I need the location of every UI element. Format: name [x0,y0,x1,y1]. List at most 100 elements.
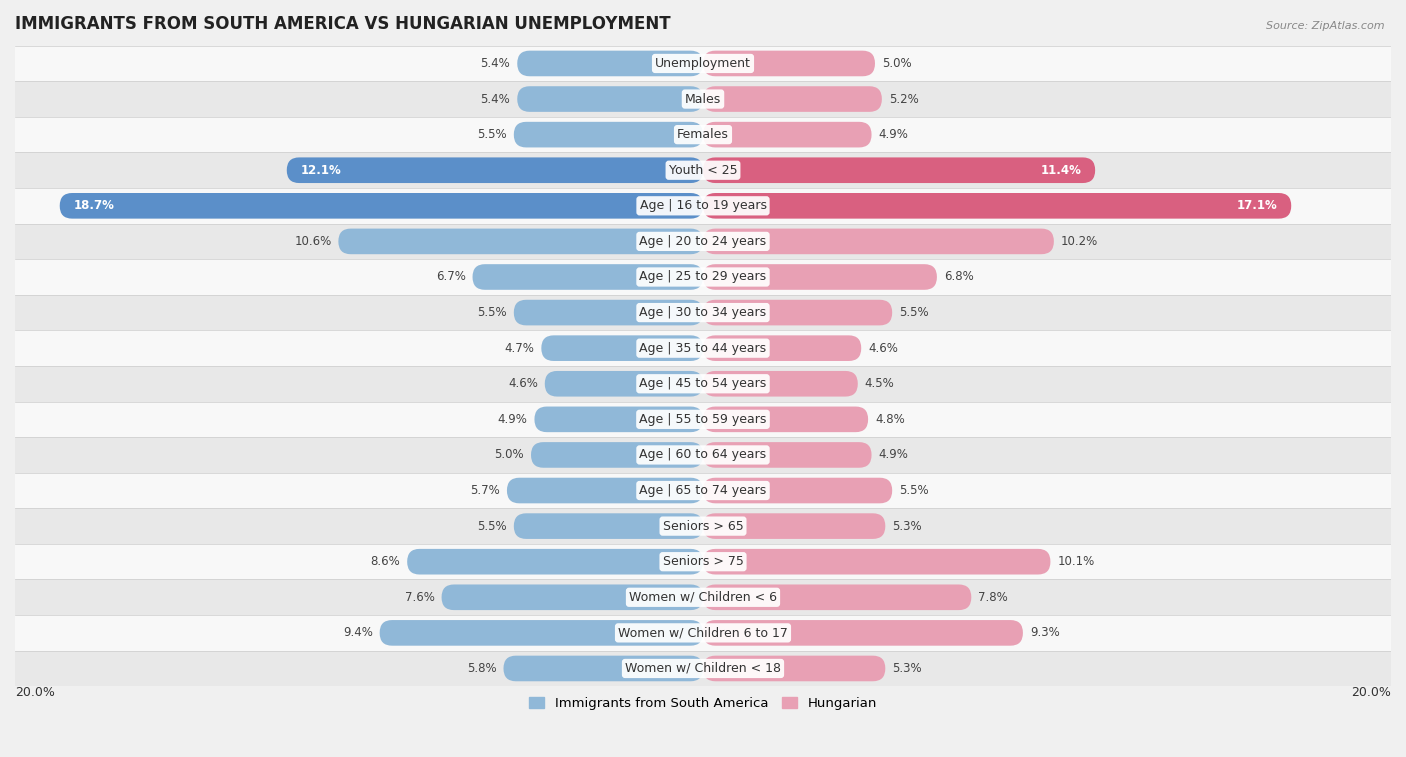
Text: 9.4%: 9.4% [343,626,373,640]
Text: IMMIGRANTS FROM SOUTH AMERICA VS HUNGARIAN UNEMPLOYMENT: IMMIGRANTS FROM SOUTH AMERICA VS HUNGARI… [15,15,671,33]
Text: 5.0%: 5.0% [882,57,911,70]
Text: Females: Females [678,128,728,141]
Text: Males: Males [685,92,721,105]
Text: 5.2%: 5.2% [889,92,918,105]
Bar [15,223,1391,259]
Text: 10.6%: 10.6% [294,235,332,248]
Text: 12.1%: 12.1% [301,164,342,176]
FancyBboxPatch shape [534,407,703,432]
Text: Seniors > 75: Seniors > 75 [662,555,744,569]
FancyBboxPatch shape [703,620,1024,646]
Bar [15,651,1391,687]
Legend: Immigrants from South America, Hungarian: Immigrants from South America, Hungarian [523,691,883,715]
FancyBboxPatch shape [703,335,862,361]
Text: 8.6%: 8.6% [371,555,401,569]
Text: 4.7%: 4.7% [505,341,534,355]
FancyBboxPatch shape [703,478,893,503]
Bar [15,544,1391,580]
Text: 5.5%: 5.5% [477,128,508,141]
Text: Age | 60 to 64 years: Age | 60 to 64 years [640,448,766,462]
FancyBboxPatch shape [408,549,703,575]
Text: 4.9%: 4.9% [879,128,908,141]
FancyBboxPatch shape [508,478,703,503]
FancyBboxPatch shape [703,264,936,290]
Text: Source: ZipAtlas.com: Source: ZipAtlas.com [1267,21,1385,31]
Text: 5.7%: 5.7% [470,484,501,497]
Text: 10.1%: 10.1% [1057,555,1094,569]
Text: Women w/ Children 6 to 17: Women w/ Children 6 to 17 [619,626,787,640]
FancyBboxPatch shape [513,122,703,148]
FancyBboxPatch shape [59,193,703,219]
FancyBboxPatch shape [703,407,868,432]
FancyBboxPatch shape [703,300,893,326]
Text: 11.4%: 11.4% [1040,164,1081,176]
FancyBboxPatch shape [287,157,703,183]
Text: 10.2%: 10.2% [1060,235,1098,248]
Text: 5.8%: 5.8% [467,662,496,675]
FancyBboxPatch shape [441,584,703,610]
FancyBboxPatch shape [703,549,1050,575]
Text: Age | 30 to 34 years: Age | 30 to 34 years [640,306,766,319]
Bar [15,615,1391,651]
FancyBboxPatch shape [703,584,972,610]
Text: Youth < 25: Youth < 25 [669,164,737,176]
FancyBboxPatch shape [339,229,703,254]
Text: 20.0%: 20.0% [1351,687,1391,699]
Text: 5.5%: 5.5% [898,306,929,319]
FancyBboxPatch shape [531,442,703,468]
Text: 5.3%: 5.3% [893,519,922,533]
Bar [15,437,1391,472]
FancyBboxPatch shape [703,442,872,468]
FancyBboxPatch shape [703,122,872,148]
FancyBboxPatch shape [513,300,703,326]
Bar [15,81,1391,117]
FancyBboxPatch shape [513,513,703,539]
FancyBboxPatch shape [703,193,1291,219]
Text: 9.3%: 9.3% [1029,626,1060,640]
FancyBboxPatch shape [544,371,703,397]
Text: 4.5%: 4.5% [865,377,894,391]
Text: Age | 45 to 54 years: Age | 45 to 54 years [640,377,766,391]
Text: Women w/ Children < 6: Women w/ Children < 6 [628,590,778,604]
Bar [15,330,1391,366]
FancyBboxPatch shape [703,513,886,539]
Text: Age | 65 to 74 years: Age | 65 to 74 years [640,484,766,497]
Text: Women w/ Children < 18: Women w/ Children < 18 [626,662,780,675]
Bar [15,152,1391,188]
Text: 7.8%: 7.8% [979,590,1008,604]
Text: Age | 16 to 19 years: Age | 16 to 19 years [640,199,766,212]
FancyBboxPatch shape [517,51,703,76]
Text: 18.7%: 18.7% [73,199,114,212]
Bar [15,472,1391,508]
Text: Age | 20 to 24 years: Age | 20 to 24 years [640,235,766,248]
FancyBboxPatch shape [380,620,703,646]
Text: 5.3%: 5.3% [893,662,922,675]
Text: 4.6%: 4.6% [508,377,538,391]
Bar [15,259,1391,294]
Text: 4.8%: 4.8% [875,413,904,426]
Text: 20.0%: 20.0% [15,687,55,699]
FancyBboxPatch shape [541,335,703,361]
Text: 7.6%: 7.6% [405,590,434,604]
Text: 5.0%: 5.0% [495,448,524,462]
Bar [15,117,1391,152]
Text: 5.5%: 5.5% [477,306,508,319]
FancyBboxPatch shape [703,371,858,397]
Bar [15,294,1391,330]
FancyBboxPatch shape [703,157,1095,183]
Bar [15,508,1391,544]
Bar [15,580,1391,615]
Text: 17.1%: 17.1% [1237,199,1278,212]
Text: Seniors > 65: Seniors > 65 [662,519,744,533]
Text: 4.9%: 4.9% [879,448,908,462]
Text: 5.5%: 5.5% [477,519,508,533]
Text: 5.4%: 5.4% [481,92,510,105]
Text: 4.9%: 4.9% [498,413,527,426]
Bar [15,366,1391,401]
Text: 6.8%: 6.8% [943,270,973,283]
Text: Age | 55 to 59 years: Age | 55 to 59 years [640,413,766,426]
FancyBboxPatch shape [703,656,886,681]
FancyBboxPatch shape [517,86,703,112]
Text: Unemployment: Unemployment [655,57,751,70]
FancyBboxPatch shape [503,656,703,681]
